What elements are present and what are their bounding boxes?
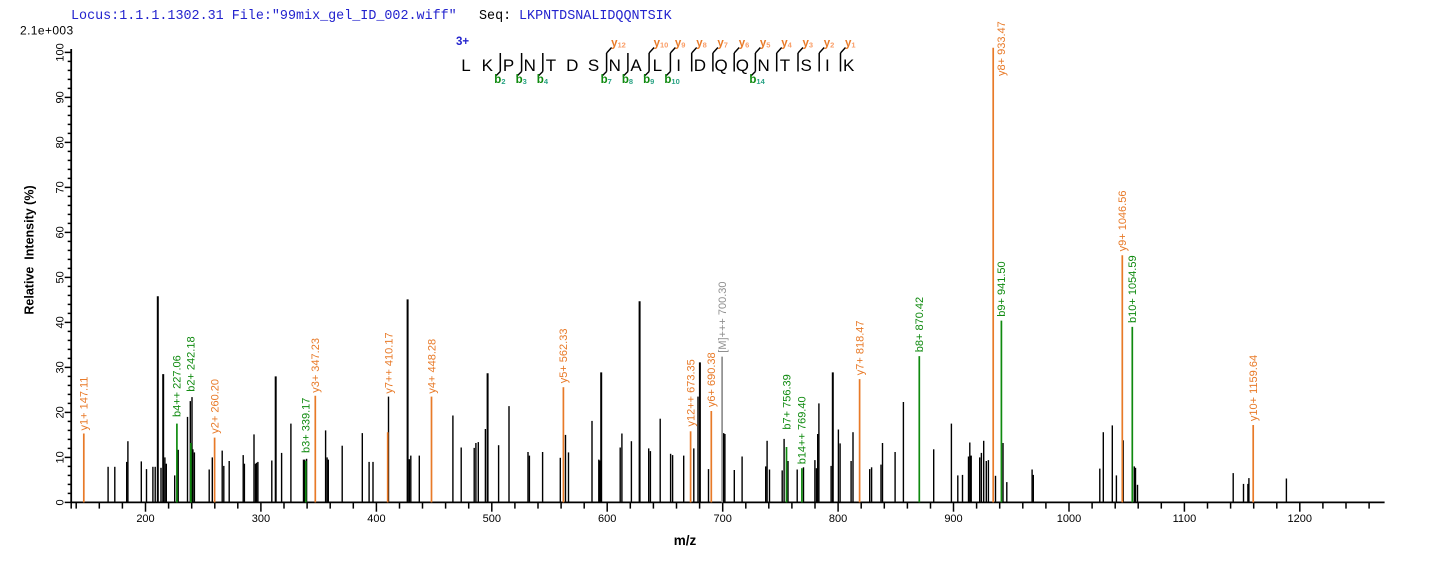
svg-text:b7+ 756.39: b7+ 756.39 [781, 374, 793, 429]
svg-text:500: 500 [483, 513, 501, 525]
svg-text:1000: 1000 [1057, 513, 1081, 525]
svg-text:Q: Q [714, 56, 727, 75]
svg-text:0: 0 [55, 499, 67, 505]
svg-text:y2: y2 [824, 38, 835, 50]
svg-text:S: S [801, 56, 812, 75]
svg-text:A: A [630, 56, 642, 75]
svg-text:b4: b4 [537, 74, 549, 86]
svg-text:600: 600 [598, 513, 616, 525]
svg-text:I: I [825, 56, 830, 75]
svg-text:y7++ 410.17: y7++ 410.17 [383, 332, 395, 393]
svg-text:y5+ 562.33: y5+ 562.33 [558, 329, 570, 384]
svg-text:y3+ 347.23: y3+ 347.23 [310, 338, 322, 393]
svg-text:I: I [676, 56, 681, 75]
svg-text:b3+ 339.17: b3+ 339.17 [301, 398, 313, 453]
svg-text:K: K [482, 56, 494, 75]
svg-text:50: 50 [55, 271, 67, 283]
svg-text:Relative Intensity (%): Relative Intensity (%) [23, 185, 37, 314]
svg-text:y10+ 1159.64: y10+ 1159.64 [1248, 355, 1260, 421]
svg-text:L: L [653, 56, 662, 75]
svg-text:b3: b3 [516, 74, 527, 86]
svg-text:L: L [461, 56, 470, 75]
svg-text:y1: y1 [845, 38, 856, 50]
svg-text:10: 10 [55, 451, 67, 463]
svg-text:P: P [503, 56, 514, 75]
svg-text:T: T [780, 56, 790, 75]
svg-text:30: 30 [55, 361, 67, 373]
svg-text:400: 400 [367, 513, 385, 525]
svg-text:b9: b9 [643, 74, 654, 86]
svg-text:y1+ 147.11: y1+ 147.11 [79, 377, 91, 431]
svg-text:m/z: m/z [674, 533, 697, 548]
svg-text:y7: y7 [717, 38, 728, 50]
svg-text:200: 200 [136, 513, 154, 525]
svg-text:y7+ 818.47: y7+ 818.47 [854, 320, 866, 375]
svg-text:900: 900 [944, 513, 962, 525]
svg-text:70: 70 [55, 181, 67, 193]
svg-text:y9: y9 [675, 38, 686, 50]
svg-text:b14++ 769.40: b14++ 769.40 [797, 396, 809, 464]
svg-text:D: D [566, 56, 578, 75]
svg-text:700: 700 [714, 513, 732, 525]
svg-text:b9+ 941.50: b9+ 941.50 [996, 261, 1008, 316]
svg-text:60: 60 [55, 226, 67, 238]
svg-text:b14: b14 [749, 74, 765, 86]
svg-text:800: 800 [829, 513, 847, 525]
svg-text:b10+ 1054.59: b10+ 1054.59 [1127, 255, 1139, 323]
svg-text:T: T [546, 56, 556, 75]
svg-text:90: 90 [55, 91, 67, 103]
svg-text:40: 40 [55, 316, 67, 328]
svg-text:y2+ 260.20: y2+ 260.20 [209, 379, 221, 434]
svg-text:N: N [524, 56, 536, 75]
svg-text:1100: 1100 [1173, 513, 1197, 525]
svg-text:y8+ 933.47: y8+ 933.47 [996, 21, 1008, 76]
svg-text:D: D [694, 56, 706, 75]
svg-text:y10: y10 [654, 38, 669, 50]
svg-text:y4+ 448.28: y4+ 448.28 [426, 339, 438, 394]
svg-text:y5: y5 [760, 38, 771, 50]
svg-text:y12: y12 [611, 38, 626, 50]
svg-text:y12++ 673.35: y12++ 673.35 [685, 359, 697, 426]
svg-text:y8: y8 [696, 38, 707, 50]
svg-text:LKPNTDSNALIDQQNTSIK: LKPNTDSNALIDQQNTSIK [519, 9, 673, 24]
svg-text:Q: Q [736, 56, 749, 75]
svg-text:b8+ 870.42: b8+ 870.42 [914, 297, 926, 352]
svg-text:y4: y4 [781, 38, 792, 50]
svg-text:y6+ 690.38: y6+ 690.38 [706, 352, 718, 407]
svg-text:K: K [843, 56, 855, 75]
svg-text:N: N [609, 56, 621, 75]
svg-text:Locus:1.1.1.1302.31 File:"99mi: Locus:1.1.1.1302.31 File:"99mix_gel_ID_0… [71, 9, 457, 24]
svg-text:2.1e+003: 2.1e+003 [20, 24, 74, 38]
svg-text:b8: b8 [622, 74, 633, 86]
svg-text:20: 20 [55, 406, 67, 418]
svg-text:b4++ 227.06: b4++ 227.06 [172, 355, 184, 417]
svg-text:N: N [757, 56, 769, 75]
svg-text:b10: b10 [664, 74, 679, 86]
svg-text:y9+ 1046.56: y9+ 1046.56 [1117, 191, 1129, 252]
svg-text:b2: b2 [494, 74, 505, 86]
svg-text:1200: 1200 [1288, 513, 1312, 525]
svg-text:b7: b7 [601, 74, 612, 86]
svg-text:S: S [588, 56, 599, 75]
svg-text:[M]+++ 700.30: [M]+++ 700.30 [717, 281, 729, 352]
svg-text:300: 300 [252, 513, 270, 525]
svg-text:b2+ 242.18: b2+ 242.18 [186, 336, 198, 391]
svg-text:80: 80 [55, 136, 67, 148]
svg-text:y3: y3 [803, 38, 814, 50]
svg-text:Seq:: Seq: [479, 9, 511, 24]
svg-text:3+: 3+ [456, 36, 469, 48]
svg-text:y6: y6 [739, 38, 750, 50]
svg-text:100: 100 [55, 43, 67, 61]
